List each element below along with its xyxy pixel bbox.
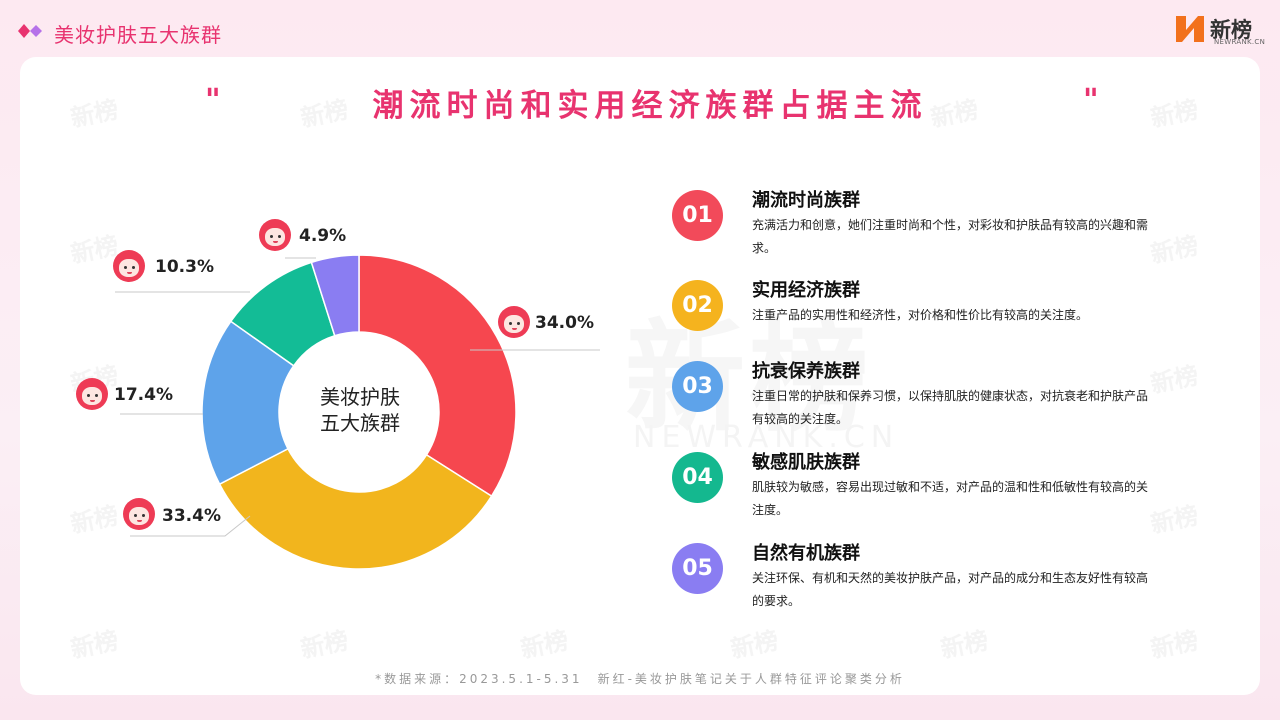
header-title: 美妆护肤五大族群 <box>54 23 222 47</box>
woman-avatar-icon <box>123 498 155 530</box>
donut-slice <box>218 447 493 570</box>
group-description: 注重日常的护肤和保养习惯，以保持肌肤的健康状态，对抗衰老和护肤产品有较高的关注度… <box>752 389 1149 426</box>
donut-slice <box>201 320 295 486</box>
logo-text: 新榜 <box>1210 18 1252 42</box>
group-title: 潮流时尚族群 <box>752 190 860 211</box>
leader-line <box>130 515 251 537</box>
brand-diamond-icon <box>18 24 42 38</box>
group-number-badge: 01 <box>672 190 723 241</box>
quote-mark-left: " <box>205 83 221 118</box>
group-title: 抗衰保养族群 <box>752 361 860 382</box>
data-source-footnote: *数据来源：2023.5.1-5.31 新红-美妆护肤笔记关于人群特征评论聚类分… <box>375 672 905 686</box>
group-description: 注重产品的实用性和经济性，对价格和性价比有较高的关注度。 <box>752 308 1089 322</box>
woman-avatar-icon <box>498 306 530 338</box>
group-description: 关注环保、有机和天然的美妆护肤产品，对产品的成分和生态友好性有较高的要求。 <box>752 571 1149 608</box>
group-number-badge: 05 <box>672 543 723 594</box>
slice-label: 33.4% <box>162 506 221 526</box>
newrank-logo: 新榜 NEWRANK.CN <box>1174 12 1265 48</box>
group-description: 肌肤较为敏感，容易出现过敏和不适，对产品的温和性和低敏性有较高的关注度。 <box>752 480 1149 517</box>
group-item: 02 实用经济族群 注重产品的实用性和经济性，对价格和性价比有较高的关注度。 <box>672 276 1192 362</box>
newrank-logo-icon <box>1176 16 1204 42</box>
donut-slice <box>310 254 360 337</box>
group-number-badge: 04 <box>672 452 723 503</box>
main-title: 潮流时尚和实用经济族群占据主流 <box>372 88 928 124</box>
group-item: 03 抗衰保养族群 注重日常的护肤和保养习惯，以保持肌肤的健康状态，对抗衰老和护… <box>672 357 1192 443</box>
woman-avatar-icon <box>76 378 108 410</box>
logo-subtext: NEWRANK.CN <box>1214 38 1266 46</box>
chart-center-label: 美妆护肤 五大族群 <box>300 384 420 436</box>
group-title: 自然有机族群 <box>752 543 860 564</box>
group-description: 充满活力和创意，她们注重时尚和个性，对彩妆和护肤品有较高的兴趣和需求。 <box>752 218 1149 255</box>
woman-avatar-icon <box>113 250 145 282</box>
slice-label: 10.3% <box>155 257 214 277</box>
woman-avatar-icon <box>259 219 291 251</box>
quote-mark-right: " <box>1083 83 1099 118</box>
slice-label: 34.0% <box>535 313 594 333</box>
center-label-line: 美妆护肤 <box>320 385 400 409</box>
group-number-badge: 02 <box>672 280 723 331</box>
group-title: 实用经济族群 <box>752 280 860 301</box>
center-watermark: 新榜 <box>625 309 873 448</box>
group-item: 01 潮流时尚族群 充满活力和创意，她们注重时尚和个性，对彩妆和护肤品有较高的兴… <box>672 186 1192 272</box>
donut-slice <box>358 254 517 498</box>
group-title: 敏感肌肤族群 <box>752 452 860 473</box>
slice-label: 17.4% <box>114 385 173 405</box>
center-label-line: 五大族群 <box>320 411 400 435</box>
group-item: 05 自然有机族群 关注环保、有机和天然的美妆护肤产品，对产品的成分和生态友好性… <box>672 539 1192 625</box>
group-item: 04 敏感肌肤族群 肌肤较为敏感，容易出现过敏和不适，对产品的温和性和低敏性有较… <box>672 448 1192 534</box>
center-watermark-sub: NEWRANK.CN <box>633 420 900 455</box>
slice-label: 4.9% <box>299 226 347 246</box>
group-number-badge: 03 <box>672 361 723 412</box>
